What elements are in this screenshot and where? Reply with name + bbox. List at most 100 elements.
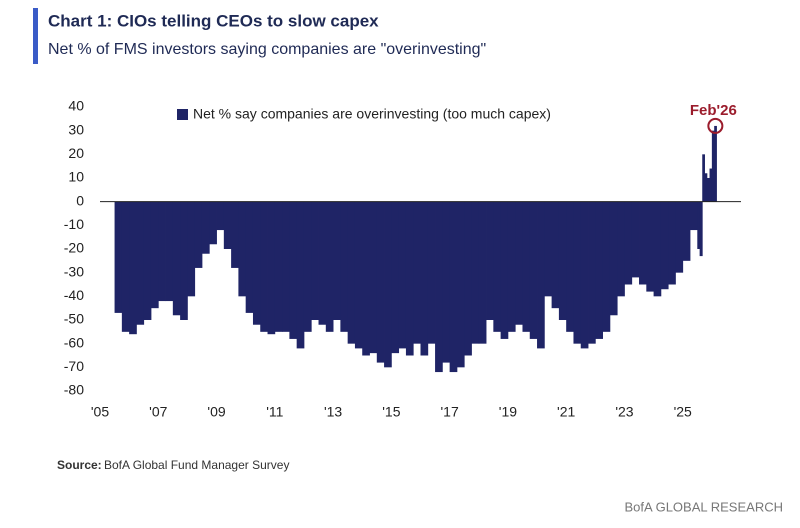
x-tick-label: '15 bbox=[382, 404, 400, 420]
bar bbox=[391, 201, 400, 354]
y-tick-label: -30 bbox=[64, 263, 84, 279]
bar bbox=[464, 201, 472, 356]
bar bbox=[398, 201, 407, 349]
x-tick-label: '25 bbox=[674, 404, 692, 420]
bar bbox=[500, 201, 509, 339]
x-tick-label: '21 bbox=[557, 404, 575, 420]
bar bbox=[697, 201, 701, 249]
bar bbox=[639, 201, 647, 285]
bar bbox=[711, 130, 715, 202]
bar bbox=[588, 201, 596, 344]
bar bbox=[682, 201, 691, 261]
bar bbox=[617, 201, 625, 297]
bar bbox=[187, 201, 196, 297]
source: BofA Global Fund Manager Survey bbox=[104, 458, 289, 472]
bar bbox=[580, 201, 589, 349]
bar bbox=[668, 201, 676, 285]
bar bbox=[362, 201, 370, 356]
bar bbox=[699, 201, 703, 257]
bar bbox=[150, 201, 159, 309]
bar bbox=[646, 201, 654, 292]
bar bbox=[471, 201, 480, 344]
bar bbox=[675, 201, 684, 273]
bar bbox=[706, 178, 710, 202]
y-tick-label: 0 bbox=[76, 192, 84, 208]
y-tick-label: -80 bbox=[64, 382, 84, 398]
y-tick-label: -10 bbox=[64, 216, 84, 232]
bar bbox=[114, 201, 123, 313]
bar bbox=[420, 201, 429, 356]
bar bbox=[238, 201, 247, 297]
bar bbox=[714, 125, 717, 202]
bar bbox=[704, 173, 708, 202]
x-tick-label: '17 bbox=[441, 404, 459, 420]
bar bbox=[216, 201, 225, 231]
bar bbox=[369, 201, 378, 354]
bar bbox=[690, 201, 698, 231]
bar bbox=[121, 201, 130, 332]
bar bbox=[551, 201, 560, 309]
bar bbox=[413, 201, 421, 344]
bar bbox=[566, 201, 574, 332]
bar bbox=[384, 201, 392, 368]
y-tick-label: 10 bbox=[68, 169, 84, 185]
bar bbox=[376, 201, 385, 363]
bar bbox=[515, 201, 523, 325]
bar bbox=[522, 201, 531, 332]
x-tick-label: '13 bbox=[324, 404, 342, 420]
y-tick-label: -70 bbox=[64, 358, 84, 374]
bar bbox=[158, 201, 166, 302]
bar bbox=[180, 201, 188, 320]
chart-title: Chart 1: CIOs telling CEOs to slow capex bbox=[48, 11, 379, 30]
bar bbox=[252, 201, 261, 325]
bar bbox=[602, 201, 611, 332]
bar bbox=[653, 201, 662, 297]
bar bbox=[245, 201, 254, 313]
bar bbox=[209, 201, 217, 245]
bar bbox=[296, 201, 305, 349]
bar bbox=[456, 201, 465, 368]
bar bbox=[333, 201, 341, 320]
bar bbox=[129, 201, 137, 335]
annotation: Feb'26 bbox=[690, 102, 737, 119]
y-tick-label: -60 bbox=[64, 334, 84, 350]
bar bbox=[347, 201, 356, 344]
bar bbox=[172, 201, 181, 316]
bar bbox=[303, 201, 312, 332]
bar bbox=[544, 201, 553, 297]
bar bbox=[194, 201, 203, 268]
bar bbox=[427, 201, 436, 344]
source-label: Source: bbox=[57, 458, 102, 472]
bar bbox=[529, 201, 538, 339]
bar bbox=[325, 201, 334, 332]
bar bbox=[267, 201, 276, 335]
annotation-circle bbox=[707, 117, 724, 134]
bar bbox=[442, 201, 451, 363]
bar bbox=[631, 201, 640, 278]
legend-swatch bbox=[177, 109, 188, 120]
bar bbox=[435, 201, 443, 373]
x-tick-label: '23 bbox=[615, 404, 633, 420]
bar bbox=[260, 201, 268, 332]
y-tick-label: 40 bbox=[68, 98, 84, 114]
title-accent bbox=[33, 8, 38, 64]
legend-label: Net % say companies are overinvesting (t… bbox=[193, 106, 551, 122]
bar bbox=[311, 201, 319, 320]
bar bbox=[282, 201, 290, 332]
x-tick-label: '07 bbox=[149, 404, 167, 420]
bar bbox=[595, 201, 604, 339]
bar bbox=[702, 154, 705, 202]
x-tick-label: '11 bbox=[266, 404, 283, 420]
y-tick-label: -50 bbox=[64, 311, 84, 327]
y-tick-label: -40 bbox=[64, 287, 84, 303]
bar bbox=[537, 201, 545, 349]
footer: BofA GLOBAL RESEARCH bbox=[625, 499, 783, 514]
bar bbox=[573, 201, 582, 344]
bar bbox=[318, 201, 327, 325]
y-tick-label: 30 bbox=[68, 121, 84, 137]
bar bbox=[201, 201, 210, 254]
x-tick-label: '19 bbox=[499, 404, 517, 420]
bar bbox=[493, 201, 502, 332]
bar bbox=[660, 201, 669, 290]
